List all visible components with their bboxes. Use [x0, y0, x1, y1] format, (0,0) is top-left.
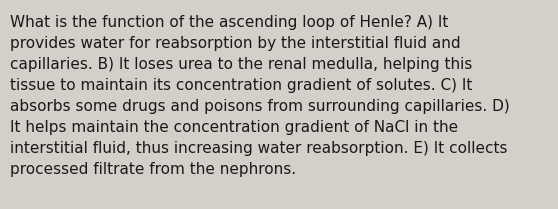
Text: What is the function of the ascending loop of Henle? A) It
provides water for re: What is the function of the ascending lo…	[10, 15, 510, 177]
